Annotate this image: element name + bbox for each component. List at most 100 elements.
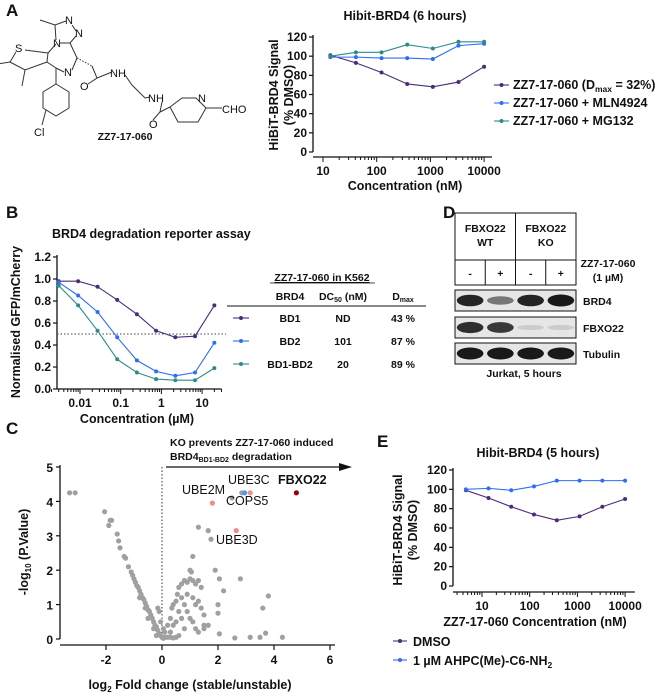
y-tick-label: 0 xyxy=(46,633,53,647)
header-dc50: DC50 (nM) xyxy=(319,291,367,304)
y-tick-label: 80 xyxy=(294,68,308,82)
data-point xyxy=(193,626,199,632)
data-point xyxy=(109,517,115,523)
chemical-structure-zz7-17-060 xyxy=(0,19,222,126)
data-point xyxy=(263,630,269,636)
data-point xyxy=(162,629,168,635)
x-tick-label: 10000 xyxy=(467,164,501,178)
data-point xyxy=(115,357,120,362)
panel-label-c: C xyxy=(6,419,18,438)
data-point xyxy=(116,538,122,544)
x-axis-label: ZZ7-17-060 Concentration (nM) xyxy=(443,615,626,629)
data-point xyxy=(145,615,151,621)
data-point xyxy=(577,514,582,519)
data-point xyxy=(216,631,222,637)
y-axis-label: -log10 (P.Value) xyxy=(17,509,33,596)
x-tick-label: 1 xyxy=(158,396,165,410)
data-point xyxy=(151,626,157,632)
header-brd4: BRD4 xyxy=(276,291,305,303)
data-point xyxy=(195,598,201,604)
group-label-line2: KO xyxy=(538,237,554,249)
group-label-line2: WT xyxy=(477,237,494,249)
data-point xyxy=(155,605,161,611)
data-point xyxy=(208,536,214,542)
table-legend-marker xyxy=(239,339,243,343)
legend-entry: ZZ7-17-060 + MG132 xyxy=(513,114,634,128)
blot-strip-fbxo22 xyxy=(454,316,577,339)
data-point xyxy=(229,495,235,501)
data-point xyxy=(115,335,120,340)
x-tick-label: 0 xyxy=(159,653,166,667)
table-cell-dmax: 87 % xyxy=(391,336,416,348)
data-point xyxy=(173,373,178,378)
treatment-label: (1 µM) xyxy=(593,272,624,284)
western-blot: FBXO22 WT FBXO22 KO - + - + ZZ7-17-060 (1 µM) BRD4… xyxy=(454,212,636,380)
data-point xyxy=(176,584,182,591)
data-point xyxy=(486,486,491,491)
protein-band xyxy=(456,321,484,334)
data-point xyxy=(190,619,196,625)
data-point xyxy=(554,478,559,483)
data-point xyxy=(531,484,536,489)
data-point xyxy=(95,328,100,333)
data-point xyxy=(482,64,487,69)
data-point xyxy=(212,366,217,371)
y-tick-label: 20 xyxy=(294,126,308,140)
y-tick-label: 60 xyxy=(294,88,308,102)
data-point xyxy=(187,615,193,621)
annotation-text: KO prevents ZZ7-17-060 induced xyxy=(170,437,333,449)
data-point xyxy=(158,619,164,625)
table-title: ZZ7-17-060 in K562 xyxy=(274,272,369,284)
blot-label: Tubulin xyxy=(583,349,620,361)
table-cell-dc50: 20 xyxy=(337,359,349,371)
data-point xyxy=(173,619,179,625)
protein-band xyxy=(517,347,544,360)
series-line-dmso xyxy=(465,489,626,521)
atom-label: NH xyxy=(110,68,126,80)
data-point xyxy=(95,284,100,289)
data-point xyxy=(195,577,201,584)
data-point xyxy=(379,50,384,55)
data-point xyxy=(600,504,605,509)
data-point xyxy=(257,634,263,640)
data-point xyxy=(215,610,221,616)
treatment-sign: - xyxy=(529,268,533,280)
data-point xyxy=(405,42,410,47)
treatment-sign: + xyxy=(558,268,564,280)
highlighted-point-ube3c xyxy=(247,490,253,496)
table-legend-marker xyxy=(239,316,243,320)
protein-band xyxy=(456,347,484,360)
legend-entry: DMSO xyxy=(413,635,451,649)
data-point xyxy=(188,569,194,575)
point-label-cops5: COPS5 xyxy=(226,494,268,508)
data-point xyxy=(76,279,81,284)
series-line-1-m-ahpc-me-c6-nh2 xyxy=(465,480,626,491)
y-axis-label: HiBiT-BRD4 Signal xyxy=(267,39,281,150)
data-point xyxy=(379,56,384,61)
chart-title: BRD4 degradation reporter assay xyxy=(52,227,251,241)
legend-marker xyxy=(398,639,402,643)
chart-title: Hibit-BRD4 (5 hours) xyxy=(477,446,600,460)
data-point xyxy=(279,634,285,640)
arrow-head-icon xyxy=(339,463,352,471)
data-point xyxy=(623,478,628,483)
data-point xyxy=(181,602,187,608)
y-tick-label: 20 xyxy=(434,560,448,574)
data-point xyxy=(56,283,61,288)
data-point xyxy=(173,335,178,340)
data-point xyxy=(353,50,358,55)
y-axis-label: HiBiT-BRD4 Signal xyxy=(391,474,405,585)
protein-band xyxy=(517,324,544,331)
data-point xyxy=(456,39,461,44)
data-point xyxy=(430,46,435,51)
data-point xyxy=(328,54,333,59)
x-axis-label: Concentration (µM) xyxy=(80,412,194,426)
protein-band xyxy=(547,294,575,307)
point-label-ube3c: UBE3C xyxy=(228,473,270,487)
dc50-table: ZZ7-17-060 in K562 BRD4 DC50 (nM) Dmax B… xyxy=(227,272,426,371)
data-point xyxy=(106,522,112,529)
table-cell-dmax: 43 % xyxy=(391,313,416,325)
legend-entry: ZZ7-17-060 + MLN4924 xyxy=(513,96,647,110)
y-tick-label: 80 xyxy=(434,502,448,516)
